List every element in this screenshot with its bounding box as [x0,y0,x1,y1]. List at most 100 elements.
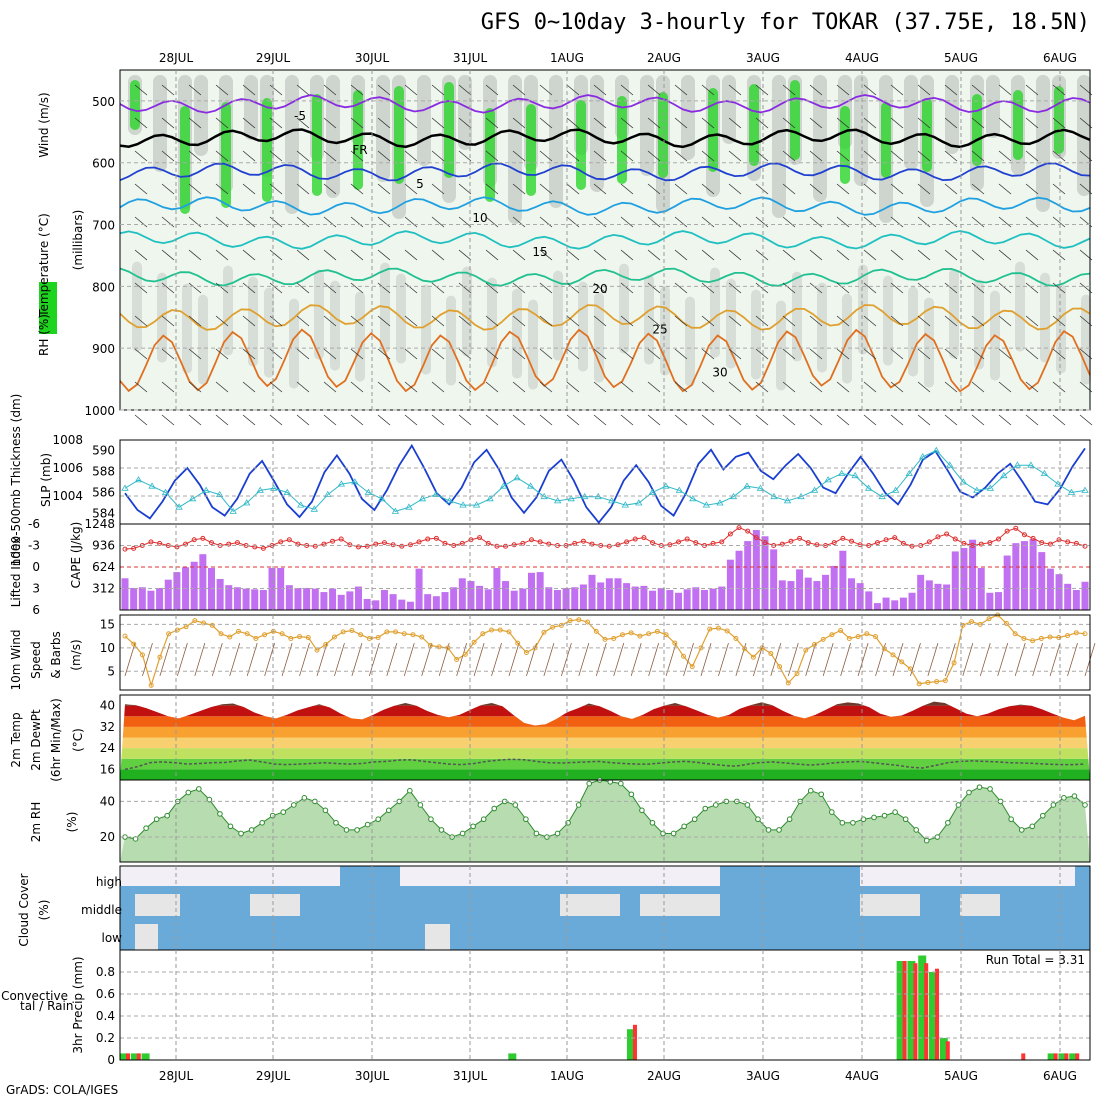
wind-barb [809,282,823,294]
wind-barb [566,315,580,327]
wind-speed-marker [803,647,809,653]
rh-marker [575,802,582,808]
cape-bar [822,574,830,610]
precip-bar-total [508,1053,517,1060]
wind-barb [998,381,1012,393]
wind-barb [485,249,499,261]
wind-barb [593,117,607,129]
cape-bar [329,588,337,610]
wind-barb [512,249,526,261]
wind-barb [350,150,364,162]
thickness-marker [743,482,751,489]
cape-bar [562,587,570,610]
rh-gray-region-low [1056,283,1066,374]
wind-speed-marker [785,680,791,686]
cape-bar [398,599,406,610]
wind-speed-marker [777,664,783,670]
wind-barb [188,414,202,426]
wind-barb [242,315,256,327]
wind-barb [701,84,715,96]
wind-barb-10m [752,643,764,677]
precip-bar-convective [913,963,918,1060]
wind-barb-10m [299,643,310,677]
wind-barb [566,381,580,393]
cape-bar [484,589,492,610]
wind-barb [890,216,904,228]
rh-gray-region-low [289,298,299,389]
wind-speed-marker [131,641,137,647]
thickness-marker [202,486,210,493]
wind-speed-marker [768,650,774,656]
wind-barb [593,282,607,294]
wind-barb-10m [718,643,729,677]
cape-bar [899,597,907,610]
wind-speed-marker [436,644,442,650]
pressure-tick-label: 600 [92,157,115,171]
cape-bar [476,585,484,610]
rh-marker [776,827,782,833]
wind-barb [674,150,688,162]
temp-band [120,705,1090,717]
lifted-index-marker [200,535,206,541]
wind-barb [323,348,337,360]
wind-barb [782,150,796,162]
wind-speed-marker [541,629,547,635]
wind-barb [701,315,715,327]
panel-frame-precip [119,949,1091,1061]
thickness-marker [486,495,494,502]
wind-barb [863,315,877,327]
wind-barb [971,315,985,327]
lifted-index-marker [676,539,682,545]
pressure-tick-label: 800 [92,280,115,294]
lifted-index-marker [1004,528,1010,534]
cape-bar [1072,590,1080,610]
rh-marker [1029,823,1036,830]
wind-barb [701,117,715,129]
wind-barb [890,348,904,360]
date-label-top: 1AUG [550,51,584,65]
lifted-index-marker [753,535,759,541]
wind-barb [539,381,553,393]
thickness-marker [459,501,467,508]
rh-gray-region-low [578,281,588,372]
wind-barb [485,315,499,327]
cloud-middle-clear [640,894,720,916]
wind-barb [215,315,229,327]
wind-barb [890,249,904,261]
rh-tick-label: 20 [100,830,115,844]
wind-barb [917,381,931,393]
rh-gray-region-low [248,276,258,367]
wind-barb [755,315,769,327]
wind-barb [242,216,256,228]
wind-barb [971,84,985,96]
lifted-index-marker [615,542,621,548]
lifted-index-marker [226,541,232,547]
rh-gray-region-low [883,275,893,366]
precip-bar-convective [1021,1053,1026,1060]
cape-bar [675,592,683,610]
thickness-marker [432,490,440,497]
date-label-top: 6AUG [1043,51,1077,65]
rh-gray-region [590,75,604,192]
lifted-index-marker [183,541,189,547]
cape-bar [121,578,129,610]
rh-marker [217,811,223,817]
rh-marker [1082,802,1088,808]
wind-barb [377,282,391,294]
wind-barb [1052,84,1066,96]
wind-barb [647,249,661,261]
lifted-index-marker [468,537,474,543]
wind-barb [620,282,634,294]
rh-gray-region [153,75,167,172]
wind-barb [1025,84,1039,96]
wind-barb-10m [1049,643,1061,677]
rh-marker [428,816,434,823]
wind-barb-10m [194,643,206,677]
wind-barb [161,183,175,195]
wind-speed-marker [611,635,617,641]
wind-barb-10m [508,643,520,677]
temp-ylabel-unit: (°C) [71,728,85,752]
wind-barb [485,381,499,393]
wind-barb [1052,315,1066,327]
rh-gray-region [194,75,208,156]
